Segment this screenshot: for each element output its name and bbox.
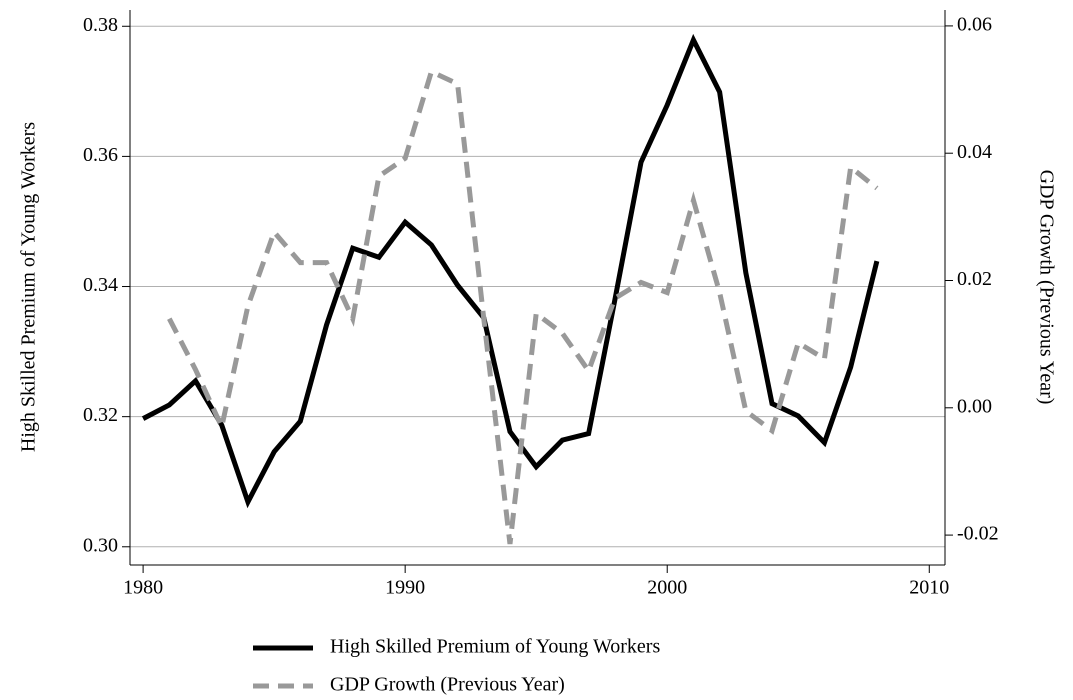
y-axis-label: High Skilled Premium of Young Workers <box>18 122 40 452</box>
y2-tick-label: 0.00 <box>957 395 992 417</box>
x-tick-label: 2010 <box>909 577 949 599</box>
y-tick-label: 0.32 <box>83 404 118 426</box>
data-line <box>167 68 879 545</box>
y-tick-label: 0.30 <box>83 534 118 556</box>
y2-axis-label: GDP Growth (Previous Year) <box>1035 170 1057 405</box>
data-line <box>141 33 880 509</box>
y-tick-label: 0.36 <box>83 144 118 166</box>
y-tick-label: 0.34 <box>83 274 118 296</box>
x-tick-label: 1990 <box>385 577 425 599</box>
legend-label: High Skilled Premium of Young Workers <box>330 636 660 658</box>
x-tick-label: 2000 <box>647 577 687 599</box>
y2-tick-label: 0.04 <box>957 141 992 163</box>
y2-tick-label: 0.02 <box>957 268 992 290</box>
y-tick-label: 0.38 <box>83 14 118 36</box>
legend-label: GDP Growth (Previous Year) <box>330 674 565 696</box>
y2-tick-label: -0.02 <box>957 523 999 545</box>
y2-tick-label: 0.06 <box>957 14 992 36</box>
x-tick-label: 1980 <box>123 577 163 599</box>
